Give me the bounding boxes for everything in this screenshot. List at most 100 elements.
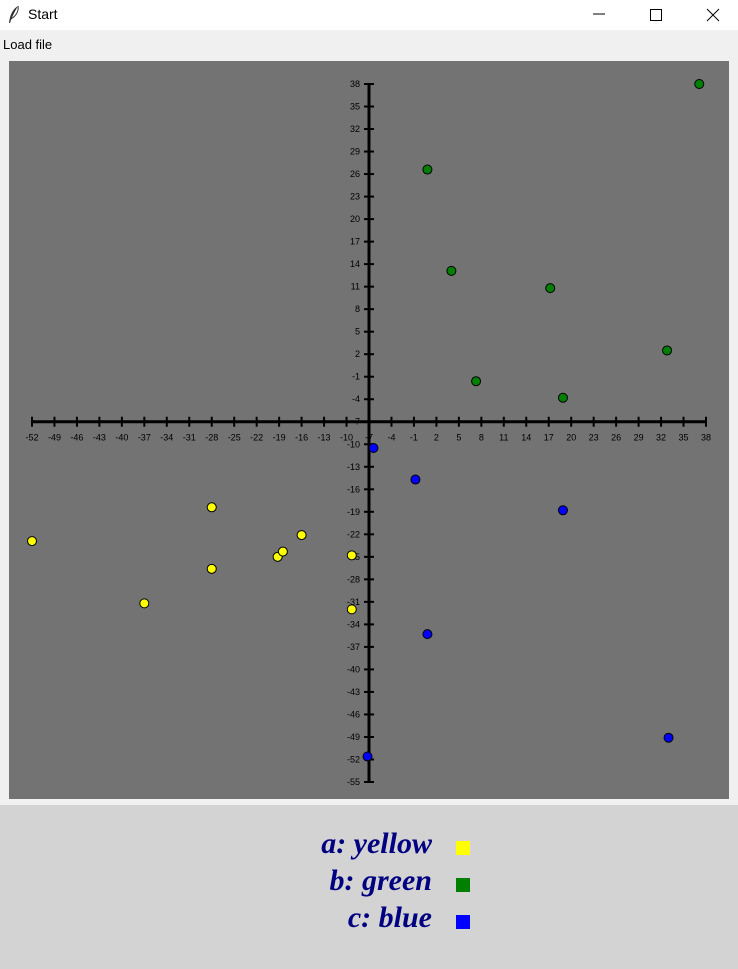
y-tick-label: -43 xyxy=(347,687,360,697)
x-tick-label: -52 xyxy=(25,433,38,443)
legend-entry-a: a: yellow xyxy=(0,827,738,863)
scatter-plot: -52 -49 -46 -43 -40 -37 -34 -31 -28 -25 -22 -19 -16-… xyxy=(25,79,711,787)
y-tick-label: -1 xyxy=(352,372,360,382)
feather-icon xyxy=(9,5,19,23)
legend-swatch xyxy=(456,841,470,855)
x-tick-label: -31 xyxy=(183,433,196,443)
x-tick-label: -46 xyxy=(70,433,83,443)
x-tick-label: -37 xyxy=(138,433,151,443)
maximize-icon xyxy=(650,9,662,21)
point-series-a xyxy=(139,598,150,609)
y-tick-label: -37 xyxy=(347,642,360,652)
point-series-b xyxy=(471,376,482,387)
window-title: Start xyxy=(28,6,58,22)
menu-load-file[interactable]: Load file xyxy=(3,37,53,52)
point-series-b xyxy=(662,345,673,356)
x-tick-label: 26 xyxy=(611,433,621,443)
x-tick-label: -16 xyxy=(295,433,308,443)
point-series-a xyxy=(346,604,357,615)
x-tick-label: -40 xyxy=(115,433,128,443)
point-series-a xyxy=(206,502,217,513)
legend-swatch xyxy=(456,878,470,892)
y-tick-label: 5 xyxy=(355,327,360,337)
point-series-b xyxy=(422,164,433,175)
y-tick-label: -16 xyxy=(347,484,360,494)
x-tick-label: -10 xyxy=(340,433,353,443)
point-series-b xyxy=(694,79,705,89)
y-tick-label: 38 xyxy=(350,79,360,89)
x-tick-label: -13 xyxy=(318,433,331,443)
legend-panel: a: yellow b: green c: blue xyxy=(0,805,738,969)
x-tick-label: 35 xyxy=(679,433,689,443)
point-series-c xyxy=(422,629,433,640)
x-tick-label: 38 xyxy=(701,433,711,443)
x-tick-label: -4 xyxy=(387,433,395,443)
point-series-c xyxy=(557,505,568,516)
point-series-c xyxy=(362,751,373,762)
y-tick-label: -7 xyxy=(352,417,360,427)
legend-label: a: yellow xyxy=(321,827,432,860)
menu-bar: Load file xyxy=(0,33,738,55)
x-tick-label: -22 xyxy=(250,433,263,443)
y-tick-label: 23 xyxy=(350,192,360,202)
title-bar: Start xyxy=(0,0,738,30)
x-tick-label: 32 xyxy=(656,433,666,443)
point-series-c xyxy=(410,474,421,485)
point-series-a xyxy=(277,546,288,557)
x-tick-label: 29 xyxy=(634,433,644,443)
y-tick-label: -40 xyxy=(347,664,360,674)
point-series-a xyxy=(346,550,357,561)
y-tick-label: -55 xyxy=(347,777,360,787)
y-tick-label: 11 xyxy=(351,282,360,292)
y-tick-label: 17 xyxy=(350,237,360,247)
x-tick-label: -1 xyxy=(410,433,418,443)
x-tick-label: 2 xyxy=(434,433,439,443)
y-tick-label: -49 xyxy=(347,732,360,742)
legend-entry-c: c: blue xyxy=(0,901,738,937)
x-tick-label: 11 xyxy=(499,433,508,443)
y-tick-label: 2 xyxy=(355,349,360,359)
minimize-icon xyxy=(593,13,605,15)
close-button[interactable] xyxy=(684,0,738,30)
y-tick-label: -19 xyxy=(347,507,360,517)
y-tick-label: 32 xyxy=(350,124,360,134)
point-series-a xyxy=(206,563,217,574)
point-series-a xyxy=(27,536,37,547)
x-tick-label: -49 xyxy=(48,433,61,443)
x-tick-label: -19 xyxy=(273,433,286,443)
x-tick-label: -34 xyxy=(160,433,173,443)
minimize-button[interactable] xyxy=(570,0,628,30)
legend-label: c: blue xyxy=(347,901,432,934)
maximize-button[interactable] xyxy=(627,0,685,30)
y-tick-label: -22 xyxy=(347,529,360,539)
y-tick-label: -10 xyxy=(347,439,360,449)
point-series-c xyxy=(663,732,674,743)
y-tick-label: 8 xyxy=(355,304,360,314)
x-tick-label: -7 xyxy=(365,433,373,443)
y-tick-label: -31 xyxy=(347,597,360,607)
legend-entry-b: b: green xyxy=(0,864,738,900)
x-tick-label: 23 xyxy=(589,433,599,443)
point-series-b xyxy=(557,392,568,403)
y-tick-label: 29 xyxy=(350,147,360,157)
x-tick-label: 5 xyxy=(456,433,461,443)
plot-canvas: -52 -49 -46 -43 -40 -37 -34 -31 -28 -25 -22 -19 -16-… xyxy=(9,61,729,799)
x-tick-label: 20 xyxy=(566,433,576,443)
x-tick-label: -25 xyxy=(228,433,241,443)
x-tick-label: 17 xyxy=(544,433,554,443)
y-tick-label: -13 xyxy=(347,462,360,472)
y-tick-label: 20 xyxy=(350,214,360,224)
point-series-b xyxy=(545,283,556,294)
x-tick-label: 8 xyxy=(479,433,484,443)
legend-swatch xyxy=(456,915,470,929)
close-icon xyxy=(706,8,720,22)
point-series-b xyxy=(446,265,457,276)
y-tick-label: -4 xyxy=(352,394,360,404)
y-tick-label: 35 xyxy=(350,102,360,112)
y-tick-label: -46 xyxy=(347,709,360,719)
point-series-c xyxy=(368,443,379,454)
x-tick-label: -43 xyxy=(93,433,106,443)
y-tick-label: -34 xyxy=(347,619,360,629)
y-tick-label: -28 xyxy=(347,574,360,584)
legend-label: b: green xyxy=(329,864,432,897)
